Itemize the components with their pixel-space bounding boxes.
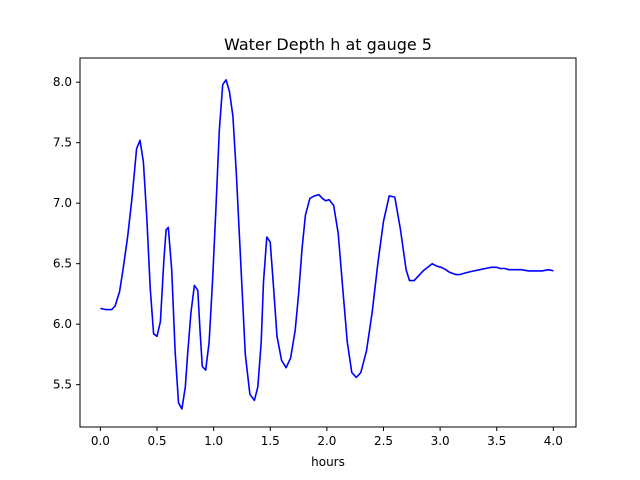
x-tick-label: 2.5: [374, 434, 393, 448]
x-tick-label: 1.5: [261, 434, 280, 448]
chart-title: Water Depth h at gauge 5: [224, 35, 432, 54]
y-axis: 5.5 6.0 6.5 7.0 7.5 8.0: [53, 75, 80, 392]
y-tick-label: 7.0: [53, 196, 72, 210]
x-tick-label: 3.5: [487, 434, 506, 448]
x-axis: 0.0 0.5 1.0 1.5 2.0 2.5 3.0 3.5 4.0: [91, 427, 563, 448]
x-tick-label: 0.5: [147, 434, 166, 448]
x-tick-label: 3.0: [431, 434, 450, 448]
plot-frame: [79, 57, 577, 428]
x-tick-label: 2.0: [317, 434, 336, 448]
series-line: [100, 79, 554, 410]
x-axis-label: hours: [311, 455, 345, 469]
y-tick-label: 8.0: [53, 75, 72, 89]
y-tick-label: 6.5: [53, 257, 72, 271]
y-tick-label: 6.0: [53, 317, 72, 331]
y-tick-label: 5.5: [53, 378, 72, 392]
y-tick-label: 7.5: [53, 136, 72, 150]
x-tick-label: 1.0: [204, 434, 223, 448]
x-tick-label: 4.0: [544, 434, 563, 448]
plot-area: [79, 57, 577, 428]
x-tick-label: 0.0: [91, 434, 110, 448]
